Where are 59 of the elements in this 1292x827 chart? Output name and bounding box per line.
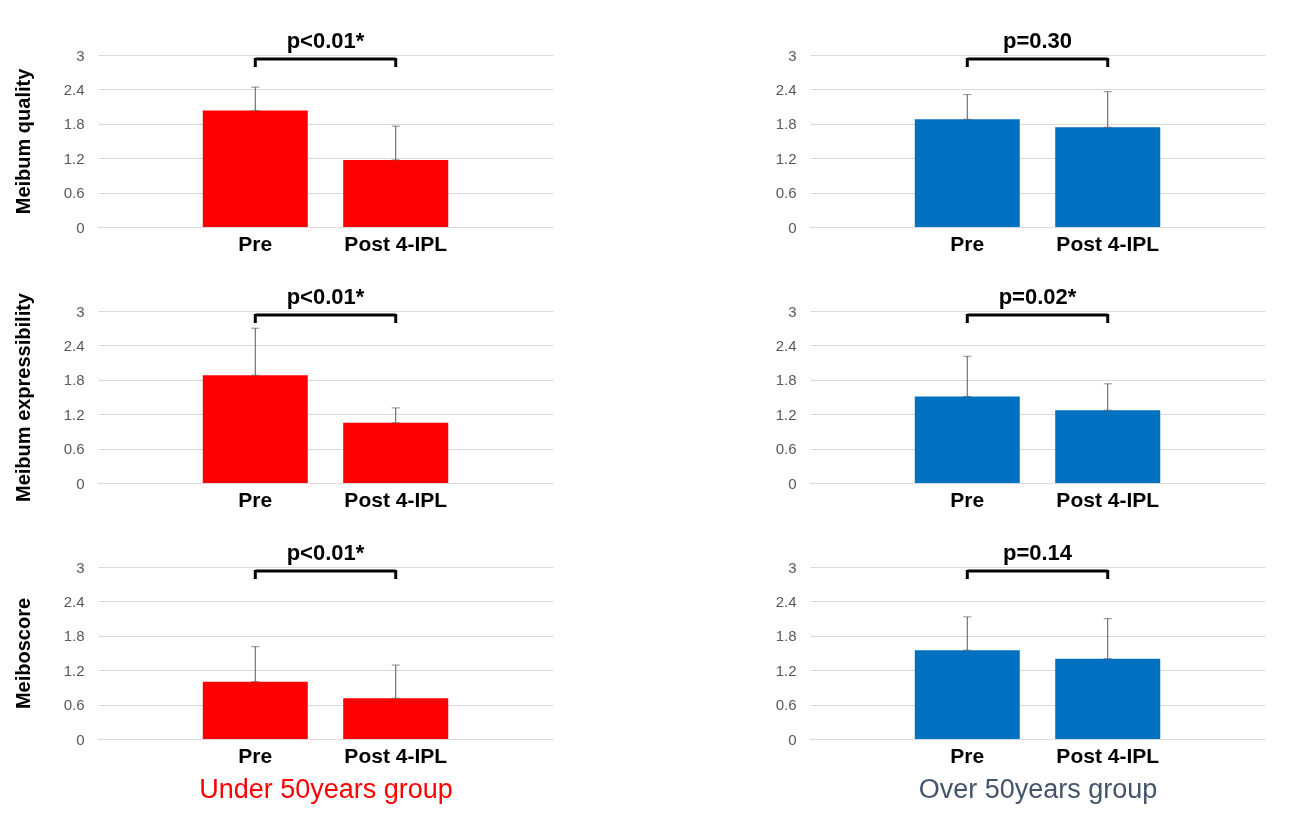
y-tick-label: 1.8 (63, 627, 85, 645)
x-tick-label: Post 4-IPL (344, 743, 448, 767)
y-tick-label: 1.8 (63, 371, 85, 389)
x-tick-label: Post 4-IPL (344, 487, 448, 511)
y-tick-label: 1.8 (775, 115, 797, 133)
y-tick-label: 1.8 (775, 627, 797, 645)
y-axis-title: Meibum quality (11, 67, 34, 215)
y-tick-label: 1.2 (775, 405, 797, 423)
x-tick-label: Pre (238, 231, 273, 255)
y-tick-label: 2.4 (63, 80, 85, 98)
y-tick-label: 0.6 (775, 696, 797, 714)
y-tick-label: 1.2 (63, 405, 85, 423)
y-tick-label: 1.2 (775, 661, 797, 679)
y-tick-label: 3 (76, 558, 85, 576)
x-tick-label: Pre (238, 743, 273, 767)
x-tick-label: Post 4-IPL (1056, 743, 1160, 767)
x-tick-label: Post 4-IPL (1056, 487, 1160, 511)
y-tick-label: 1.8 (63, 115, 85, 133)
y-axis-title: Meibum expressibility (11, 292, 34, 502)
y-tick-label: 3 (76, 46, 85, 64)
text: p=0.02* (998, 284, 1077, 309)
x-tick-label: Post 4-IPL (1056, 231, 1160, 255)
y-tick-label: 0.6 (63, 184, 85, 202)
x-tick-label: Pre (950, 487, 985, 511)
x-tick-label: Pre (950, 743, 985, 767)
y-tick-label: 1.8 (775, 371, 797, 389)
y-tick-label: 1.2 (63, 661, 85, 679)
y-tick-label: 1.2 (63, 149, 85, 167)
y-tick-label: 0 (76, 218, 85, 236)
y-tick-label: 0.6 (63, 696, 85, 714)
text: p<0.01* (286, 28, 365, 53)
y-tick-label: 0 (76, 474, 85, 492)
x-axis-title: Over 50years group (918, 773, 1158, 804)
y-tick-label: 2.4 (775, 80, 797, 98)
x-tick-label: Pre (950, 231, 985, 255)
y-tick-label: 0 (788, 730, 797, 748)
y-tick-label: 0 (788, 218, 797, 236)
x-axis-title: Under 50years group (199, 773, 453, 804)
y-tick-label: 2.4 (63, 592, 85, 610)
y-tick-label: 3 (788, 46, 797, 64)
text: p=0.30 (1002, 28, 1073, 53)
y-tick-label: 3 (788, 558, 797, 576)
y-tick-label: 2.4 (63, 336, 85, 354)
x-tick-label: Post 4-IPL (344, 231, 448, 255)
y-tick-label: 0.6 (775, 440, 797, 458)
y-tick-label: 0.6 (63, 440, 85, 458)
text: p<0.01* (286, 540, 365, 565)
y-tick-label: 3 (788, 302, 797, 320)
y-tick-label: 1.2 (775, 149, 797, 167)
y-tick-label: 2.4 (775, 336, 797, 354)
text: p<0.01* (286, 284, 365, 309)
y-tick-label: 0.6 (775, 184, 797, 202)
y-tick-label: 3 (76, 302, 85, 320)
text: p=0.14 (1002, 540, 1073, 565)
y-tick-label: 0 (788, 474, 797, 492)
y-axis-title: Meiboscore (11, 597, 34, 710)
y-tick-label: 2.4 (775, 592, 797, 610)
x-tick-label: Pre (238, 487, 273, 511)
y-tick-label: 0 (76, 730, 85, 748)
